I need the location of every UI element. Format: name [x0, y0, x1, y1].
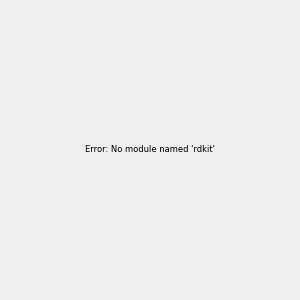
- Text: Error: No module named 'rdkit': Error: No module named 'rdkit': [85, 146, 215, 154]
